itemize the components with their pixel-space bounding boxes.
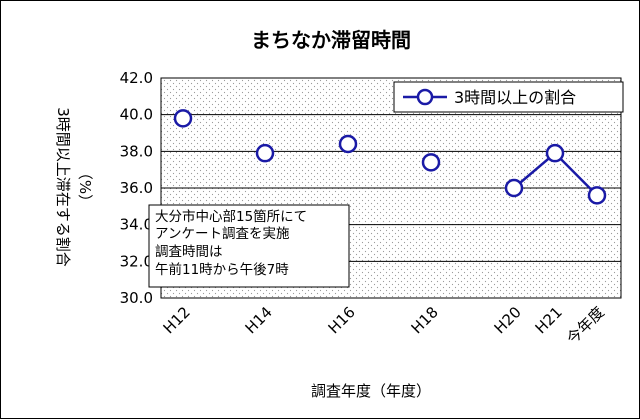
annotation-line-4: 午前11時から午後7時 xyxy=(155,261,289,278)
x-tick-label: H12 xyxy=(160,303,194,337)
annotation-line-2: アンケート調査を実施 xyxy=(155,226,290,242)
data-point xyxy=(173,109,193,128)
series-group xyxy=(173,109,607,205)
y-tick-label: 34.0 xyxy=(120,216,153,234)
data-point xyxy=(338,134,358,154)
x-tick-label: H14 xyxy=(242,303,276,337)
x-tick-label: H18 xyxy=(408,303,442,337)
x-tick-label: H21 xyxy=(532,303,566,337)
legend-marker-swatch xyxy=(416,88,434,106)
y-tick-labels: 42.0 40.0 38.0 36.0 34.0 32.0 30.0 xyxy=(120,69,153,307)
legend-label: 3時間以上の割合 xyxy=(454,88,576,107)
y-tick-label: 40.0 xyxy=(120,106,153,124)
y-tick-label: 30.0 xyxy=(120,289,153,307)
annotation-frame xyxy=(148,204,350,288)
x-tick-label: 今年度 xyxy=(563,303,608,348)
y-axis-title: 3時間以上滞在する割合 xyxy=(54,107,72,267)
y-axis-unit: （%） xyxy=(76,165,94,209)
x-tick-label: H20 xyxy=(491,303,525,337)
x-axis-title: 調査年度（年度） xyxy=(311,382,431,400)
data-point xyxy=(255,143,275,163)
legend: 3時間以上の割合 xyxy=(393,81,624,113)
annotation-box: 大分市中心部15箇所にて アンケート調査を実施 調査時間は 午前11時から午後7… xyxy=(148,204,350,288)
y-tick-label: 32.0 xyxy=(120,252,153,270)
y-tick-label: 38.0 xyxy=(120,142,153,160)
annotation-line-3: 調査時間は xyxy=(155,244,223,260)
data-point xyxy=(504,178,524,198)
y-tick-label: 42.0 xyxy=(120,69,153,87)
chart-title: まちなか滞留時間 xyxy=(251,28,411,52)
data-point xyxy=(545,143,565,163)
y-tick-label: 36.0 xyxy=(120,179,153,197)
data-point xyxy=(421,153,441,172)
x-tick-label: H16 xyxy=(325,303,359,337)
annotation-line-1: 大分市中心部15箇所にて xyxy=(155,208,307,225)
data-point xyxy=(587,186,607,205)
